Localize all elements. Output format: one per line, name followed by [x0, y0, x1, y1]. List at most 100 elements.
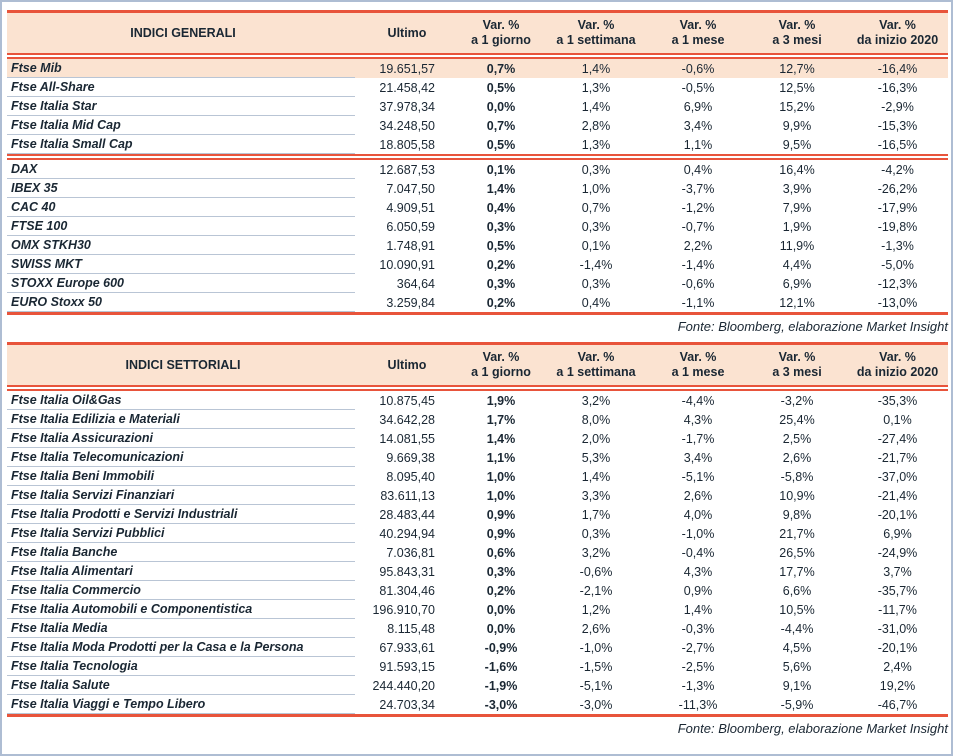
var-1-day: 1,0%	[486, 469, 516, 484]
sector-indices-table: INDICI SETTORIALI Ultimo Var. % a 1 gior…	[7, 342, 948, 717]
var-1-week: -3,0%	[579, 697, 613, 712]
var-1-month: -1,4%	[681, 257, 715, 272]
var-1-month: -0,4%	[681, 545, 715, 560]
var-3-months: 9,9%	[782, 118, 812, 133]
var-3-months: 1,9%	[782, 219, 812, 234]
last-value: 83.611,13	[380, 488, 435, 503]
column-header-var-3-mesi: Var. % a 3 mesi	[772, 350, 822, 379]
index-row: Ftse Italia Oil&Gas 10.875,45 1,9% 3,2% -4,4…	[7, 391, 948, 410]
var-ytd-2020: -31,0%	[877, 621, 918, 636]
var-ytd-2020: -15,3%	[877, 118, 918, 133]
var-1-week: 0,3%	[581, 162, 611, 177]
last-value: 28.483,44	[379, 507, 435, 522]
index-row: Ftse Italia Moda Prodotti per la Casa e …	[7, 638, 948, 657]
var-ytd-2020: -46,7%	[877, 697, 918, 712]
column-header-ultimo: Ultimo	[387, 25, 427, 40]
last-value: 91.593,15	[379, 659, 435, 674]
index-row: Ftse Italia Servizi Finanziari 83.611,13 1…	[7, 486, 948, 505]
var-1-month: 3,4%	[683, 450, 713, 465]
last-value: 95.843,31	[379, 564, 435, 579]
index-row: Ftse Italia Edilizia e Materiali 34.642,2…	[7, 410, 948, 429]
index-name: FTSE 100	[7, 217, 355, 236]
var-1-day: 1,9%	[486, 393, 516, 408]
table-top-rule	[7, 10, 948, 13]
index-name: Ftse Italia Telecomunicazioni	[7, 448, 355, 467]
var-1-month: -2,7%	[681, 640, 715, 655]
var-1-week: 1,3%	[581, 137, 611, 152]
index-name: Ftse Italia Assicurazioni	[7, 429, 355, 448]
last-value: 8.115,48	[387, 621, 435, 636]
var-3-months: 7,9%	[782, 200, 812, 215]
var-1-day: 0,4%	[486, 200, 516, 215]
column-header-var-1-giorno: Var. % a 1 giorno	[471, 18, 531, 47]
var-1-week: 1,3%	[581, 80, 611, 95]
var-3-months: 4,4%	[782, 257, 812, 272]
index-name: Ftse Italia Small Cap	[7, 135, 355, 154]
var-1-day: -3,0%	[484, 697, 518, 712]
var-ytd-2020: -19,8%	[877, 219, 918, 234]
var-3-months: 9,5%	[782, 137, 812, 152]
var-ytd-2020: -1,3%	[881, 238, 914, 253]
var-1-month: 2,2%	[683, 238, 713, 253]
last-value: 34.248,50	[379, 118, 435, 133]
last-value: 37.978,34	[379, 99, 435, 114]
var-1-month: -1,2%	[681, 200, 715, 215]
index-name: Ftse Italia Automobili e Componentistica	[7, 600, 355, 619]
var-1-day: 0,5%	[486, 80, 516, 95]
var-1-month: 4,3%	[683, 564, 713, 579]
last-value: 7.047,50	[386, 181, 435, 196]
last-value: 7.036,81	[386, 545, 435, 560]
index-row: CAC 40 4.909,51 0,4% 0,7% -1,2% 7,9% -17,9%	[7, 198, 948, 217]
general-table-header: INDICI GENERALI Ultimo Var. % a 1 giorno…	[7, 13, 948, 53]
var-1-month: 0,4%	[683, 162, 713, 177]
last-value: 34.642,28	[379, 412, 435, 427]
last-value: 196.910,70	[372, 602, 435, 617]
var-1-week: 1,7%	[581, 507, 611, 522]
var-1-week: 0,1%	[581, 238, 611, 253]
column-header-ultimo: Ultimo	[387, 357, 427, 372]
general-indices-table: INDICI GENERALI Ultimo Var. % a 1 giorno…	[7, 10, 948, 315]
var-1-week: 1,2%	[581, 602, 611, 617]
var-1-month: 3,4%	[683, 118, 713, 133]
var-1-week: 3,3%	[581, 488, 611, 503]
var-1-day: 0,2%	[486, 295, 516, 310]
var-ytd-2020: 19,2%	[879, 678, 916, 693]
index-name: Ftse Italia Alimentari	[7, 562, 355, 581]
var-1-month: -4,4%	[681, 393, 715, 408]
var-ytd-2020: -35,7%	[877, 583, 918, 598]
var-3-months: 21,7%	[779, 526, 815, 541]
var-ytd-2020: -21,4%	[877, 488, 918, 503]
index-row: Ftse Italia Media 8.115,48 0,0% 2,6% -0,3% -4…	[7, 619, 948, 638]
var-1-week: 5,3%	[581, 450, 611, 465]
column-header-var-1-settimana: Var. % a 1 settimana	[556, 18, 636, 47]
index-row: Ftse Italia Banche 7.036,81 0,6% 3,2% -0,4% 2…	[7, 543, 948, 562]
var-1-month: 6,9%	[683, 99, 713, 114]
last-value: 6.050,59	[386, 219, 435, 234]
index-row: EURO Stoxx 50 3.259,84 0,2% 0,4% -1,1% 12,1% -…	[7, 293, 948, 312]
index-name: Ftse Italia Banche	[7, 543, 355, 562]
var-1-month: -1,7%	[681, 431, 715, 446]
last-value: 24.703,34	[379, 697, 435, 712]
index-name: Ftse Italia Oil&Gas	[7, 391, 355, 410]
var-1-day: 0,5%	[486, 238, 516, 253]
index-row: OMX STKH30 1.748,91 0,5% 0,1% 2,2% 11,9% -1,3%	[7, 236, 948, 255]
column-header-var-inizio-2020: Var. % da inizio 2020	[856, 18, 939, 47]
index-name: Ftse Italia Beni Immobili	[7, 467, 355, 486]
var-1-week: 3,2%	[581, 393, 611, 408]
var-1-week: 1,4%	[581, 61, 611, 76]
var-3-months: 17,7%	[779, 564, 815, 579]
var-1-week: -0,6%	[579, 564, 613, 579]
var-1-day: 1,0%	[486, 488, 516, 503]
column-header-var-1-giorno: Var. % a 1 giorno	[471, 350, 531, 379]
var-1-week: 0,3%	[581, 219, 611, 234]
index-row: STOXX Europe 600 364,64 0,3% 0,3% -0,6% 6,9% -…	[7, 274, 948, 293]
index-row: Ftse Italia Beni Immobili 8.095,40 1,0% 1,4…	[7, 467, 948, 486]
header-double-rule	[7, 385, 948, 391]
var-1-month: -0,6%	[681, 276, 715, 291]
var-3-months: 10,9%	[779, 488, 815, 503]
var-1-day: 0,2%	[486, 257, 516, 272]
index-name: DAX	[7, 160, 355, 179]
var-3-months: 16,4%	[779, 162, 815, 177]
table-bottom-rule	[7, 714, 948, 717]
index-row: DAX 12.687,53 0,1% 0,3% 0,4% 16,4% -4,2%	[7, 160, 948, 179]
